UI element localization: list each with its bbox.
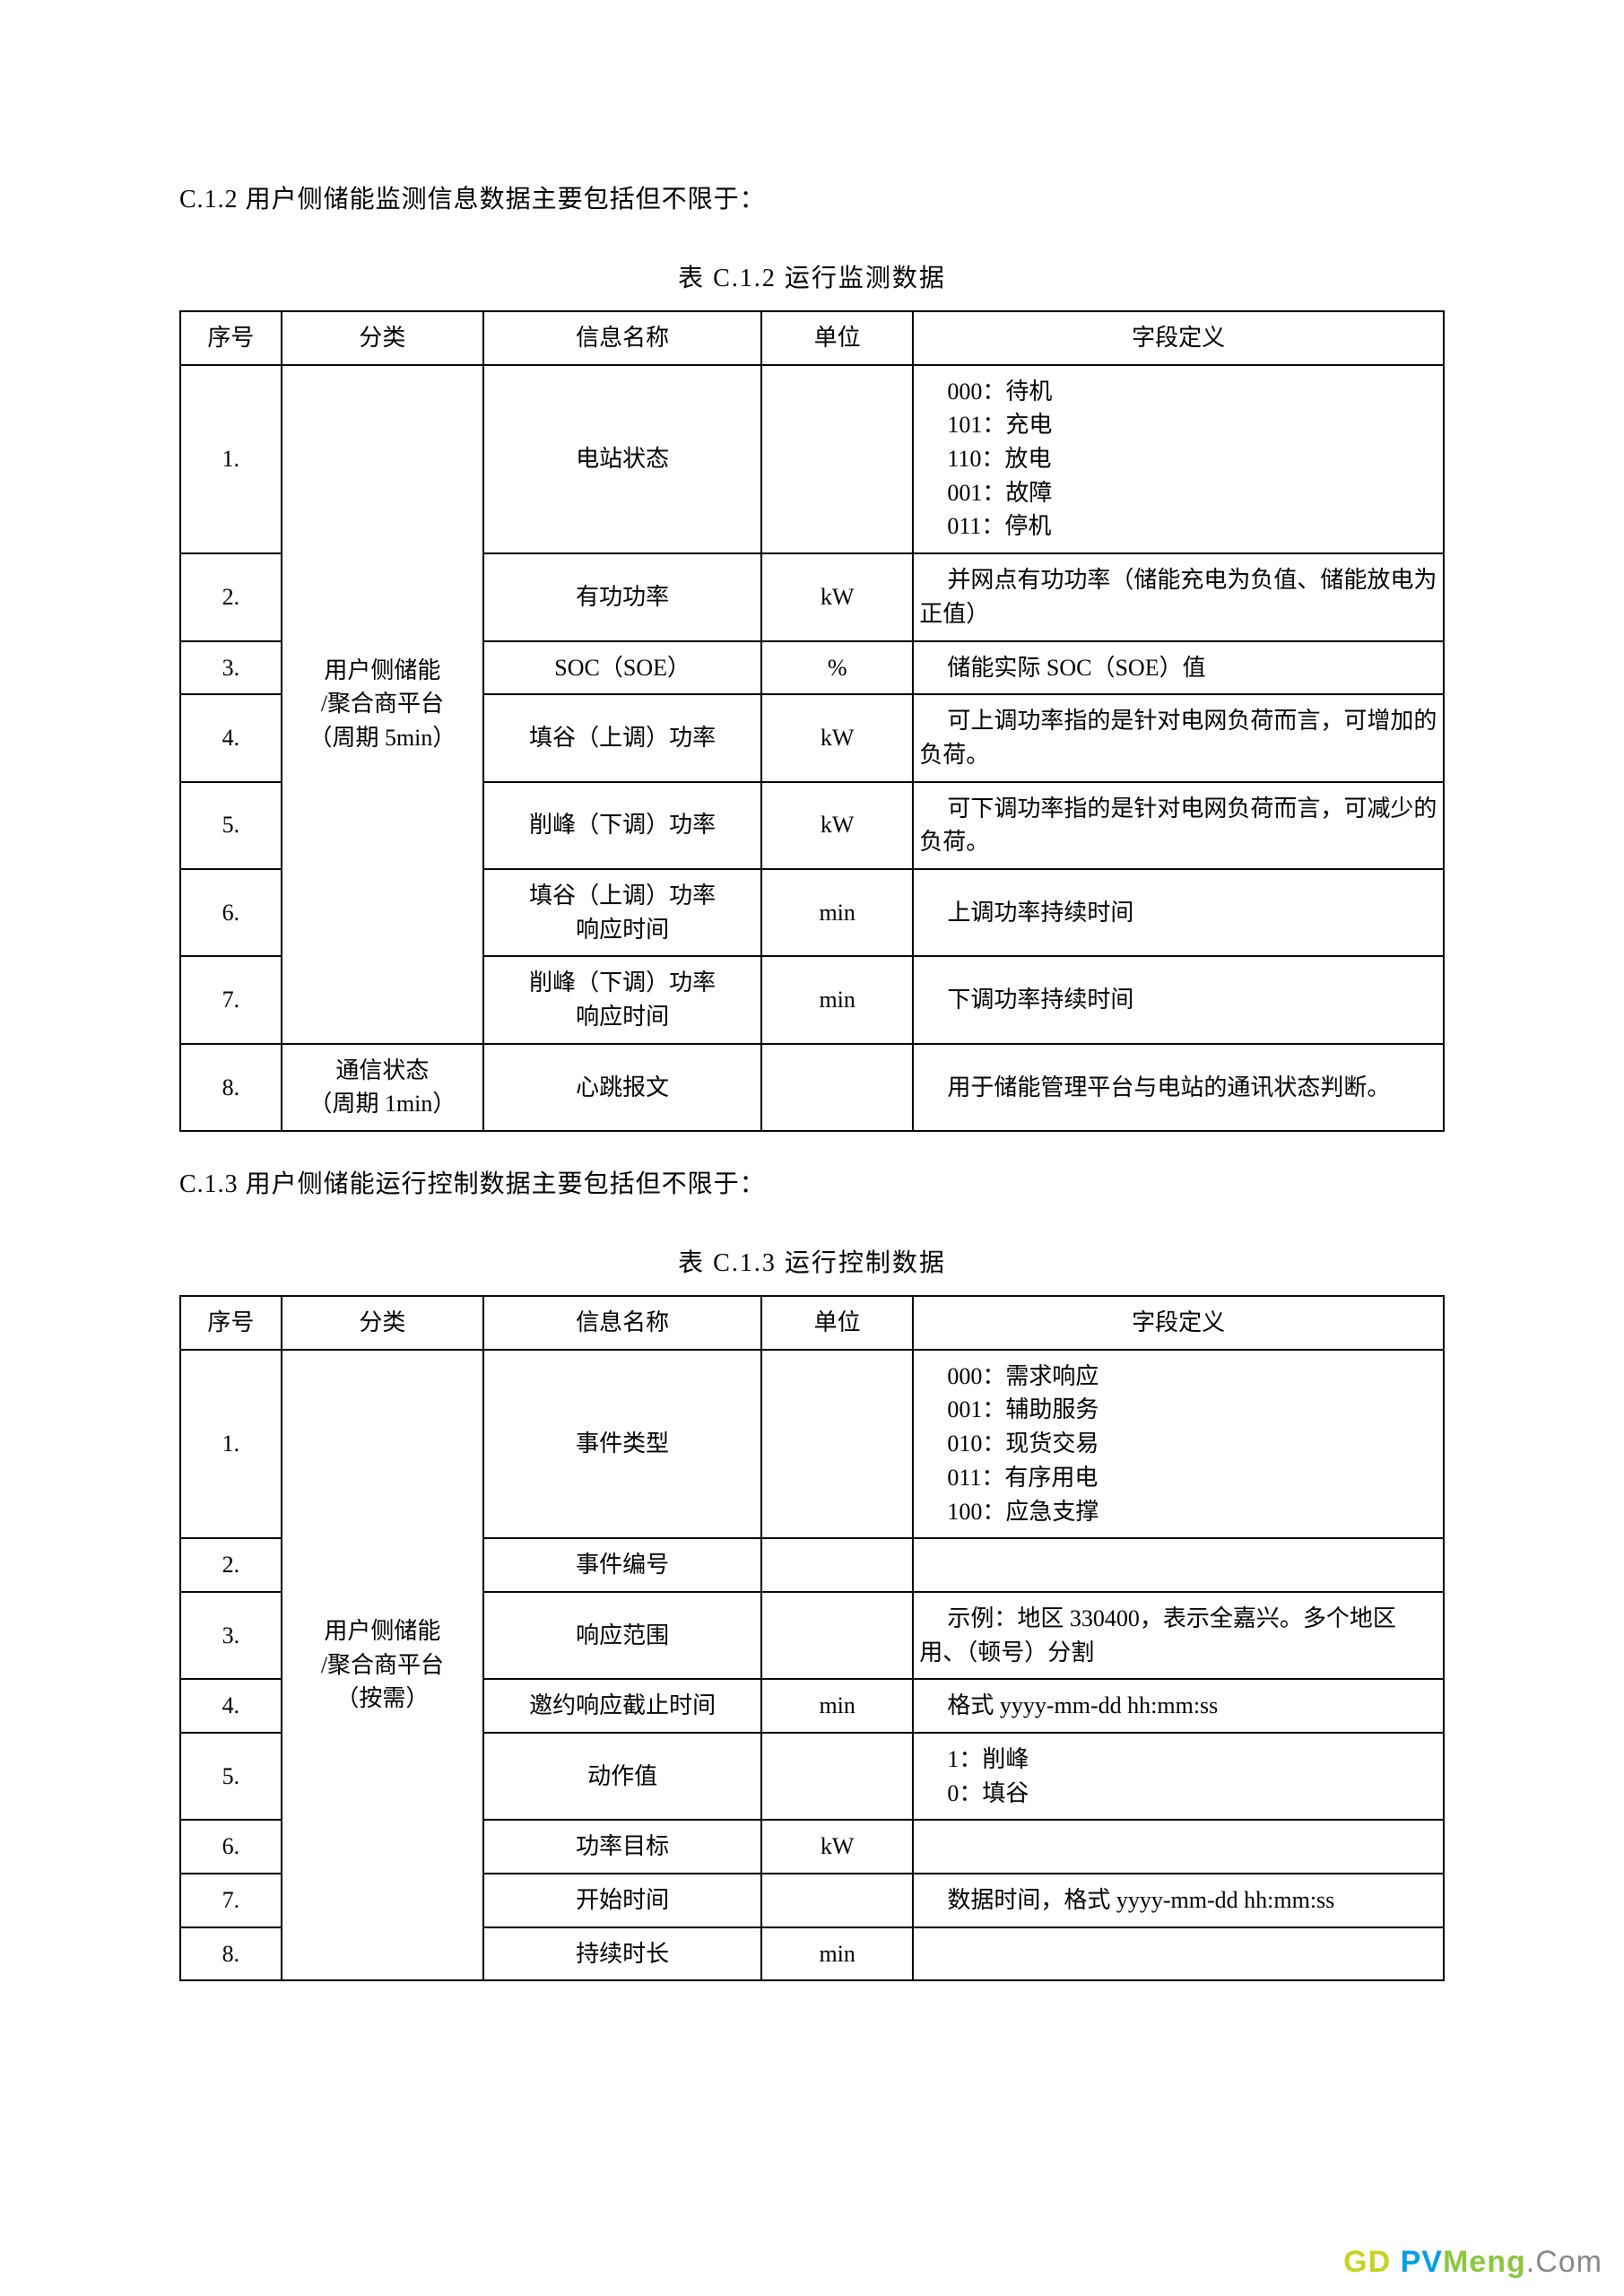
- cell-definition: 000：需求响应001：辅助服务010：现货交易011：有序用电100：应急支撑: [913, 1350, 1444, 1538]
- cell-definition: 可上调功率指的是针对电网负荷而言，可增加的负荷。: [913, 694, 1444, 781]
- cell-unit: [761, 1350, 913, 1538]
- cell-info-name: 电站状态: [483, 365, 761, 553]
- cell-idx: 7.: [180, 956, 282, 1043]
- cell-idx: 4.: [180, 694, 282, 781]
- cell-definition: 上调功率持续时间: [913, 869, 1444, 956]
- cell-unit: [761, 365, 913, 553]
- cell-info-name: 事件类型: [483, 1350, 761, 1538]
- table-header-row: 序号 分类 信息名称 单位 字段定义: [180, 311, 1444, 365]
- watermark-g: G: [1343, 2245, 1368, 2279]
- cell-info-name: 邀约响应截止时间: [483, 1679, 761, 1733]
- cell-definition: [913, 1927, 1444, 1981]
- document-page: C.1.2 用户侧储能监测信息数据主要包括但不限于： 表 C.1.2 运行监测数…: [0, 0, 1624, 2296]
- cell-definition: 储能实际 SOC（SOE）值: [913, 641, 1444, 695]
- watermark-v: V: [1421, 2245, 1443, 2279]
- cell-definition: 000：待机101：充电110：放电001：故障011：停机: [913, 365, 1444, 553]
- cell-unit: [761, 1538, 913, 1592]
- cell-idx: 7.: [180, 1874, 282, 1927]
- cell-definition: 可下调功率指的是针对电网负荷而言，可减少的负荷。: [913, 782, 1444, 869]
- cell-unit: min: [761, 1927, 913, 1981]
- watermark-meng: Meng: [1443, 2245, 1526, 2279]
- cell-idx: 4.: [180, 1679, 282, 1733]
- table-c13-caption: 表 C.1.3 运行控制数据: [179, 1243, 1445, 1279]
- cell-unit: kW: [761, 694, 913, 781]
- cell-idx: 8.: [180, 1044, 282, 1131]
- table-header-row: 序号 分类 信息名称 单位 字段定义: [180, 1296, 1444, 1350]
- col-header-name: 信息名称: [483, 1296, 761, 1350]
- watermark-p: P: [1401, 2245, 1422, 2279]
- table-c12-body: 1.用户侧储能 /聚合商平台 （周期 5min）电站状态 000：待机101：充电…: [180, 365, 1444, 1131]
- cell-info-name: 填谷（上调）功率 响应时间: [483, 869, 761, 956]
- cell-idx: 1.: [180, 365, 282, 553]
- cell-info-name: 功率目标: [483, 1820, 761, 1874]
- cell-info-name: SOC（SOE）: [483, 641, 761, 695]
- cell-info-name: 持续时长: [483, 1927, 761, 1981]
- cell-unit: kW: [761, 782, 913, 869]
- table-c13: 序号 分类 信息名称 单位 字段定义 1.用户侧储能 /聚合商平台 （按需）事件…: [179, 1295, 1445, 1981]
- section-c12-heading: C.1.2 用户侧储能监测信息数据主要包括但不限于：: [179, 179, 1445, 215]
- cell-info-name: 动作值: [483, 1733, 761, 1820]
- cell-unit: min: [761, 956, 913, 1043]
- cell-definition: [913, 1538, 1444, 1592]
- col-header-cat: 分类: [282, 311, 483, 365]
- cell-definition: 1：削峰0：填谷: [913, 1733, 1444, 1820]
- cell-info-name: 响应范围: [483, 1592, 761, 1679]
- col-header-name: 信息名称: [483, 311, 761, 365]
- cell-unit: min: [761, 869, 913, 956]
- col-header-def: 字段定义: [913, 311, 1444, 365]
- cell-idx: 1.: [180, 1350, 282, 1538]
- watermark-com: .Com: [1526, 2245, 1602, 2279]
- cell-idx: 6.: [180, 869, 282, 956]
- cell-unit: min: [761, 1679, 913, 1733]
- cell-unit: [761, 1044, 913, 1131]
- cell-definition: 用于储能管理平台与电站的通讯状态判断。: [913, 1044, 1444, 1131]
- cell-info-name: 削峰（下调）功率 响应时间: [483, 956, 761, 1043]
- cell-info-name: 开始时间: [483, 1874, 761, 1927]
- cell-unit: [761, 1592, 913, 1679]
- col-header-def: 字段定义: [913, 1296, 1444, 1350]
- table-row: 1.用户侧储能 /聚合商平台 （周期 5min）电站状态000：待机101：充电…: [180, 365, 1444, 553]
- cell-definition: [913, 1820, 1444, 1874]
- col-header-idx: 序号: [180, 311, 282, 365]
- cell-info-name: 削峰（下调）功率: [483, 782, 761, 869]
- col-header-cat: 分类: [282, 1296, 483, 1350]
- cell-idx: 5.: [180, 782, 282, 869]
- cell-idx: 3.: [180, 1592, 282, 1679]
- cell-category: 用户侧储能 /聚合商平台 （周期 5min）: [282, 365, 483, 1044]
- table-c13-body: 1.用户侧储能 /聚合商平台 （按需）事件类型 000：需求响应001：辅助服务0…: [180, 1350, 1444, 1981]
- cell-idx: 6.: [180, 1820, 282, 1874]
- cell-idx: 8.: [180, 1927, 282, 1981]
- cell-idx: 3.: [180, 641, 282, 695]
- watermark: GD PVMeng.Com: [1343, 2245, 1602, 2280]
- cell-info-name: 有功功率: [483, 553, 761, 640]
- table-c12-caption: 表 C.1.2 运行监测数据: [179, 258, 1445, 294]
- cell-definition: 数据时间，格式 yyyy-mm-dd hh:mm:ss: [913, 1874, 1444, 1927]
- cell-unit: kW: [761, 1820, 913, 1874]
- cell-unit: [761, 1733, 913, 1820]
- cell-info-name: 心跳报文: [483, 1044, 761, 1131]
- cell-unit: [761, 1874, 913, 1927]
- table-row: 1.用户侧储能 /聚合商平台 （按需）事件类型000：需求响应001：辅助服务0…: [180, 1350, 1444, 1538]
- cell-info-name: 填谷（上调）功率: [483, 694, 761, 781]
- col-header-unit: 单位: [761, 311, 913, 365]
- cell-definition: 并网点有功功率（储能充电为负值、储能放电为正值）: [913, 553, 1444, 640]
- cell-definition: 示例：地区 330400，表示全嘉兴。多个地区用、（顿号）分割: [913, 1592, 1444, 1679]
- cell-unit: %: [761, 641, 913, 695]
- col-header-unit: 单位: [761, 1296, 913, 1350]
- col-header-idx: 序号: [180, 1296, 282, 1350]
- cell-info-name: 事件编号: [483, 1538, 761, 1592]
- cell-idx: 2.: [180, 553, 282, 640]
- cell-idx: 5.: [180, 1733, 282, 1820]
- watermark-d: D: [1368, 2245, 1401, 2279]
- cell-definition: 格式 yyyy-mm-dd hh:mm:ss: [913, 1679, 1444, 1733]
- cell-definition: 下调功率持续时间: [913, 956, 1444, 1043]
- table-c12: 序号 分类 信息名称 单位 字段定义 1.用户侧储能 /聚合商平台 （周期 5m…: [179, 310, 1445, 1132]
- cell-category: 通信状态 （周期 1min）: [282, 1044, 483, 1131]
- table-row: 8.通信状态 （周期 1min）心跳报文 用于储能管理平台与电站的通讯状态判断。: [180, 1044, 1444, 1131]
- cell-category: 用户侧储能 /聚合商平台 （按需）: [282, 1350, 483, 1981]
- section-c13-heading: C.1.3 用户侧储能运行控制数据主要包括但不限于：: [179, 1164, 1445, 1200]
- cell-idx: 2.: [180, 1538, 282, 1592]
- cell-unit: kW: [761, 553, 913, 640]
